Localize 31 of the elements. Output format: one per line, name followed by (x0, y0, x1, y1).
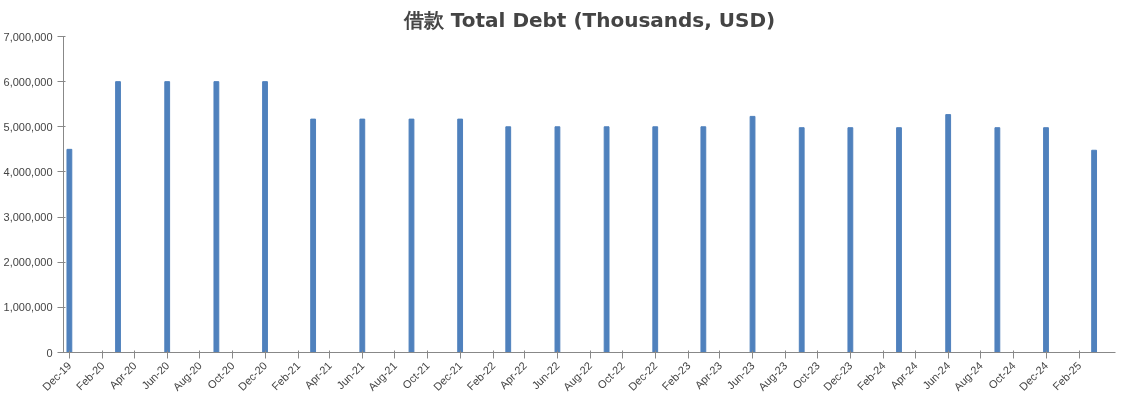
bar (262, 81, 268, 353)
bar (1043, 127, 1049, 353)
bar (359, 118, 366, 353)
bar (603, 126, 610, 353)
bar (66, 148, 73, 353)
y-tick-label: 7,000,000 (3, 30, 53, 43)
bar (652, 126, 659, 353)
bar (847, 127, 854, 353)
bar (408, 118, 415, 353)
chart-title: 借款 Total Debt (Thousands, USD) (402, 7, 776, 32)
bar (213, 81, 220, 353)
bar (310, 118, 317, 353)
bar (457, 118, 464, 353)
bar (700, 126, 707, 353)
bar (749, 115, 756, 353)
y-tick-label: 5,000,000 (3, 120, 53, 133)
bar (554, 126, 561, 353)
bar (115, 81, 121, 353)
bar (896, 127, 902, 353)
y-tick-label: 4,000,000 (3, 165, 53, 178)
bar (164, 81, 171, 353)
bar (505, 126, 512, 353)
bar (945, 114, 952, 353)
bar (994, 127, 1001, 353)
y-tick-label: 3,000,000 (3, 211, 53, 224)
bar (1091, 149, 1098, 353)
y-tick-label: 6,000,000 (3, 75, 53, 88)
y-tick-label: 0 (46, 346, 53, 359)
bar (798, 127, 805, 353)
y-tick-label: 2,000,000 (3, 256, 53, 269)
y-tick-label: 1,000,000 (3, 301, 53, 314)
